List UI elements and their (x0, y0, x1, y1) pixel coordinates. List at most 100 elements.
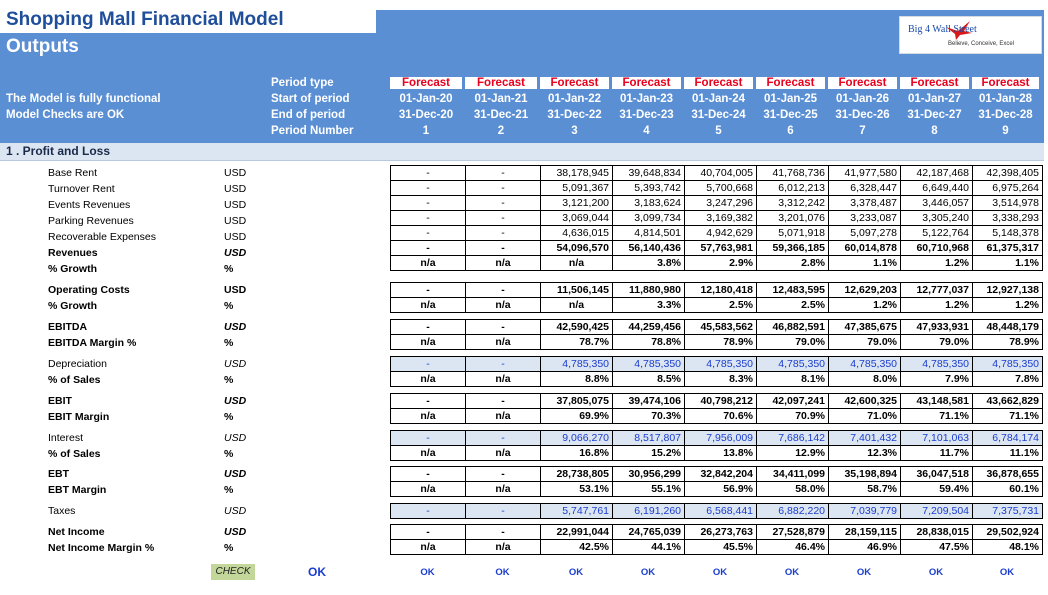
table-cell[interactable]: 13.8% (684, 445, 757, 461)
table-cell[interactable]: 78.9% (684, 334, 757, 350)
table-cell[interactable]: 79.0% (900, 334, 973, 350)
table-cell[interactable]: 43,148,581 (900, 393, 973, 409)
table-cell[interactable]: 7,039,779 (828, 503, 901, 519)
table-cell[interactable]: 11.1% (972, 445, 1043, 461)
table-cell[interactable]: - (390, 225, 466, 241)
table-cell[interactable]: 6,975,264 (972, 180, 1043, 196)
table-cell[interactable]: 3,233,087 (828, 210, 901, 226)
table-cell[interactable]: 78.7% (540, 334, 613, 350)
table-cell[interactable]: 36,878,655 (972, 466, 1043, 482)
table-cell[interactable]: 5,148,378 (972, 225, 1043, 241)
check-button[interactable]: CHECK (211, 564, 255, 580)
table-cell[interactable]: n/a (390, 408, 466, 424)
table-cell[interactable]: 4,942,629 (684, 225, 757, 241)
table-cell[interactable]: 57,763,981 (684, 240, 757, 256)
table-cell[interactable]: 28,159,115 (828, 524, 901, 540)
table-cell[interactable]: 5,097,278 (828, 225, 901, 241)
table-cell[interactable]: 35,198,894 (828, 466, 901, 482)
table-cell[interactable]: n/a (540, 255, 613, 271)
table-cell[interactable]: - (390, 195, 466, 211)
table-cell[interactable]: n/a (390, 297, 466, 313)
table-cell[interactable]: 11,880,980 (612, 282, 685, 298)
table-cell[interactable]: - (390, 524, 466, 540)
table-cell[interactable]: 70.6% (684, 408, 757, 424)
table-cell[interactable]: 8.1% (756, 371, 829, 387)
table-cell[interactable]: 28,738,805 (540, 466, 613, 482)
table-cell[interactable]: 46,882,591 (756, 319, 829, 335)
table-cell[interactable]: 71.1% (972, 408, 1043, 424)
table-cell[interactable]: - (390, 503, 466, 519)
table-cell[interactable]: 54,096,570 (540, 240, 613, 256)
table-cell[interactable]: - (465, 195, 541, 211)
table-cell[interactable]: n/a (465, 334, 541, 350)
table-cell[interactable]: 7.8% (972, 371, 1043, 387)
table-cell[interactable]: 3,305,240 (900, 210, 973, 226)
table-cell[interactable]: - (465, 430, 541, 446)
table-cell[interactable]: 2.8% (756, 255, 829, 271)
table-cell[interactable]: 3,247,296 (684, 195, 757, 211)
table-cell[interactable]: 1.1% (828, 255, 901, 271)
table-cell[interactable]: 44.1% (612, 539, 685, 555)
table-cell[interactable]: 1.2% (828, 297, 901, 313)
table-cell[interactable]: 79.0% (756, 334, 829, 350)
table-cell[interactable]: 78.9% (972, 334, 1043, 350)
table-cell[interactable]: 3,169,382 (684, 210, 757, 226)
table-cell[interactable]: n/a (390, 481, 466, 497)
table-cell[interactable]: 4,785,350 (900, 356, 973, 372)
table-cell[interactable]: 7,375,731 (972, 503, 1043, 519)
table-cell[interactable]: 3,378,487 (828, 195, 901, 211)
table-cell[interactable]: 1.2% (900, 297, 973, 313)
table-cell[interactable]: 40,798,212 (684, 393, 757, 409)
table-cell[interactable]: 4,785,350 (684, 356, 757, 372)
table-cell[interactable]: 8.5% (612, 371, 685, 387)
table-cell[interactable]: 5,091,367 (540, 180, 613, 196)
table-cell[interactable]: 3,446,057 (900, 195, 973, 211)
table-cell[interactable]: 39,648,834 (612, 165, 685, 181)
table-cell[interactable]: 8.3% (684, 371, 757, 387)
table-cell[interactable]: 9,066,270 (540, 430, 613, 446)
table-cell[interactable]: 6,012,213 (756, 180, 829, 196)
table-cell[interactable]: 4,636,015 (540, 225, 613, 241)
table-cell[interactable]: 16.8% (540, 445, 613, 461)
table-cell[interactable]: 3.3% (612, 297, 685, 313)
table-cell[interactable]: 26,273,763 (684, 524, 757, 540)
table-cell[interactable]: 71.1% (900, 408, 973, 424)
table-cell[interactable]: 70.9% (756, 408, 829, 424)
table-cell[interactable]: 27,528,879 (756, 524, 829, 540)
table-cell[interactable]: 56.9% (684, 481, 757, 497)
table-cell[interactable]: n/a (540, 297, 613, 313)
table-cell[interactable]: - (465, 225, 541, 241)
table-cell[interactable]: 71.0% (828, 408, 901, 424)
table-cell[interactable]: - (390, 180, 466, 196)
table-cell[interactable]: 5,393,742 (612, 180, 685, 196)
table-cell[interactable]: 42,097,241 (756, 393, 829, 409)
table-cell[interactable]: 32,842,204 (684, 466, 757, 482)
table-cell[interactable]: - (465, 466, 541, 482)
table-cell[interactable]: 2.5% (756, 297, 829, 313)
table-cell[interactable]: - (390, 240, 466, 256)
table-cell[interactable]: 4,785,350 (540, 356, 613, 372)
table-cell[interactable]: 24,765,039 (612, 524, 685, 540)
table-cell[interactable]: 28,838,015 (900, 524, 973, 540)
table-cell[interactable]: - (390, 319, 466, 335)
table-cell[interactable]: n/a (465, 481, 541, 497)
table-cell[interactable]: n/a (390, 255, 466, 271)
table-cell[interactable]: 8,517,807 (612, 430, 685, 446)
table-cell[interactable]: 43,662,829 (972, 393, 1043, 409)
table-cell[interactable]: 41,977,580 (828, 165, 901, 181)
table-cell[interactable]: n/a (390, 334, 466, 350)
table-cell[interactable]: 6,191,260 (612, 503, 685, 519)
table-cell[interactable]: 3,338,293 (972, 210, 1043, 226)
table-cell[interactable]: 12,927,138 (972, 282, 1043, 298)
table-cell[interactable]: n/a (390, 371, 466, 387)
table-cell[interactable]: 6,882,220 (756, 503, 829, 519)
table-cell[interactable]: 61,375,317 (972, 240, 1043, 256)
table-cell[interactable]: 42,398,405 (972, 165, 1043, 181)
table-cell[interactable]: 70.3% (612, 408, 685, 424)
table-cell[interactable]: 3.8% (612, 255, 685, 271)
table-cell[interactable]: 48.1% (972, 539, 1043, 555)
table-cell[interactable]: 55.1% (612, 481, 685, 497)
table-cell[interactable]: - (390, 430, 466, 446)
table-cell[interactable]: 6,328,447 (828, 180, 901, 196)
table-cell[interactable]: n/a (390, 539, 466, 555)
